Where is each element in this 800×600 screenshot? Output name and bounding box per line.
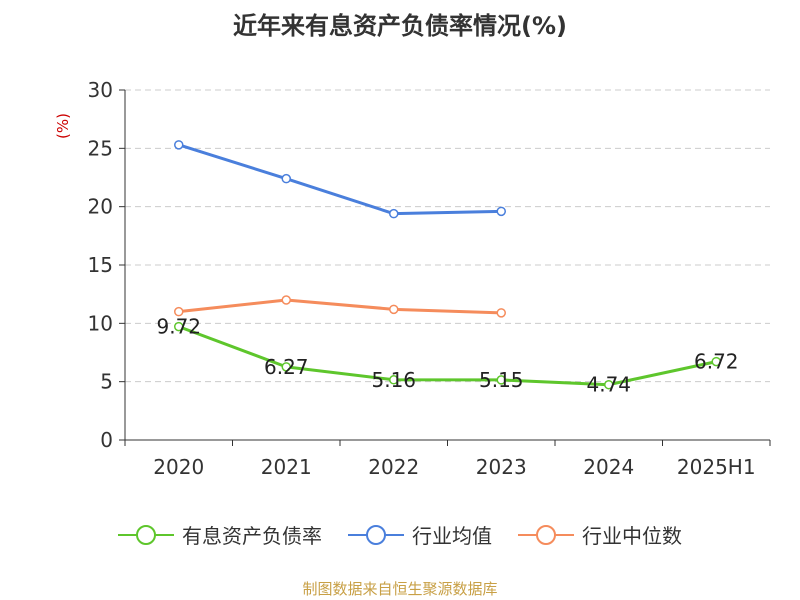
data-labels: 9.72 6.27 5.16 5.15 4.74 6.72 [156,315,738,397]
data-point [281,295,291,305]
legend-item: 有息资产负债率 [118,520,322,549]
grid-lines [125,89,770,383]
data-label: 5.16 [371,368,416,392]
data-label: 6.72 [694,350,739,374]
data-point [496,375,506,385]
y-tick-label: 10 [88,311,113,335]
legend-circle [536,524,556,545]
y-tick-label: 25 [88,136,113,160]
legend-label: 行业中位数 [582,524,682,548]
data-label: 9.72 [156,315,201,339]
series [174,140,721,390]
legend-marker-icon [118,524,174,545]
data-label: 5.15 [479,368,524,392]
legend-circle [366,524,386,545]
data-point [389,304,399,315]
legend-label: 行业均值 [412,524,492,548]
series-line [178,143,502,216]
data-point [281,362,291,372]
series-line [178,325,717,387]
x-tick-label: 2023 [476,455,527,479]
data-point [604,379,614,390]
y-tick-label: 20 [88,195,113,219]
data-point [389,208,399,219]
data-point [281,173,291,184]
x-tick-label: 2020 [153,455,204,479]
y-tick-label: 15 [88,253,113,277]
data-point [496,308,506,318]
data-label: 4.74 [586,373,631,397]
data-point [496,206,506,217]
legend-marker-icon [348,524,404,545]
legend-circle [136,524,156,545]
y-tick-label: 5 [100,370,113,394]
data-point [711,356,721,367]
legend-label: 有息资产负债率 [182,524,322,548]
legend-item: 行业中位数 [518,520,682,549]
series-line [178,298,502,315]
legend: 有息资产负债率 行业均值 行业中位数 [0,520,800,549]
x-tick-label: 2021 [261,455,312,479]
y-axis-label: (%) [54,113,72,139]
data-point [174,140,184,150]
axes: 0 5 10 15 20 25 30 2020 2021 2022 2023 2024 2025H1 [88,78,771,479]
x-tick-label: 2025H1 [677,455,756,479]
data-point [174,306,184,317]
legend-item: 行业均值 [348,520,492,549]
x-tick-label: 2022 [368,455,419,479]
y-tick-label: 0 [100,428,113,452]
x-tick-label: 2024 [583,455,634,479]
legend-marker-icon [518,524,574,545]
data-label: 6.27 [264,355,309,379]
chart-title: 近年来有息资产负债率情况(%) [233,12,567,40]
y-tick-label: 30 [88,78,113,102]
data-point [174,321,184,332]
data-point [389,375,399,385]
source-note: 制图数据来自恒生聚源数据库 [302,580,498,598]
